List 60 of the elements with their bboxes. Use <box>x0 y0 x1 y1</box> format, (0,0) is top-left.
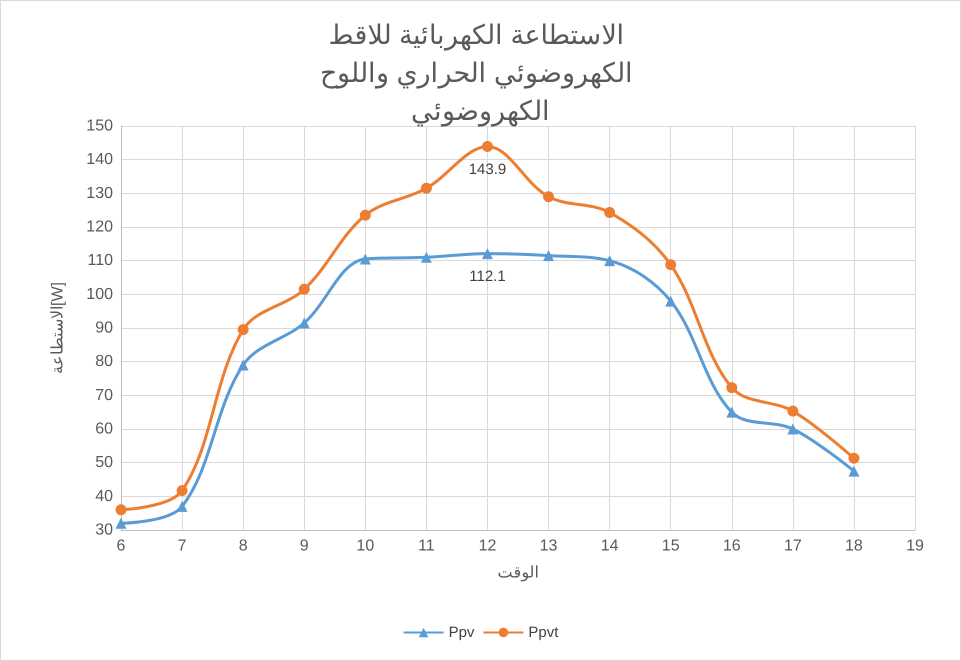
legend-label: Ppvt <box>528 624 560 641</box>
y-tick-label: 30 <box>95 522 114 538</box>
point <box>543 250 554 262</box>
x-tick-label: 6 <box>116 538 126 554</box>
point <box>176 485 188 496</box>
point <box>665 259 676 270</box>
point <box>116 518 126 529</box>
x-tick-label: 9 <box>300 538 309 554</box>
y-tick-label: 40 <box>95 488 114 505</box>
point <box>298 317 310 328</box>
y-tick-label: 110 <box>87 252 114 270</box>
x-tick-label: 15 <box>662 538 680 554</box>
point <box>543 191 554 202</box>
point <box>726 382 738 394</box>
y-tick-label: 80 <box>95 353 114 370</box>
x-tick-label: 13 <box>540 538 558 554</box>
point <box>787 406 798 417</box>
point <box>665 296 676 307</box>
point <box>726 406 738 418</box>
legend-label: Ppv <box>448 624 475 641</box>
point <box>848 466 860 477</box>
point <box>482 248 493 260</box>
x-tick-label: 8 <box>238 538 248 554</box>
point <box>298 284 310 295</box>
x-tick-label: 17 <box>784 538 802 554</box>
x-tick-label: 19 <box>906 538 924 554</box>
point <box>238 360 249 371</box>
x-tick-label: 16 <box>722 538 741 554</box>
data-label: 143.9 <box>468 161 506 178</box>
point <box>787 424 798 434</box>
y-axis-title: الاستطاعة[W] <box>50 282 66 374</box>
x-tick-label: 7 <box>178 538 187 554</box>
y-tick-label: 130 <box>86 184 114 202</box>
x-axis-title: الوقت <box>498 564 538 582</box>
y-tick-label: 150 <box>86 118 114 134</box>
y-tick-label: 50 <box>95 454 114 472</box>
x-tick-label: 11 <box>418 538 435 554</box>
point <box>848 452 860 464</box>
x-tick-label: 12 <box>478 538 496 554</box>
point <box>360 210 371 221</box>
point <box>176 500 188 512</box>
point <box>604 255 616 266</box>
point <box>360 253 371 264</box>
point <box>116 504 126 516</box>
y-tick-label: 100 <box>86 286 114 303</box>
y-tick-label: 90 <box>95 320 114 336</box>
y-tick-label: 140 <box>86 151 114 168</box>
y-tick-label: 120 <box>86 218 114 236</box>
point <box>604 207 616 218</box>
y-tick-label: 60 <box>95 420 114 438</box>
y-tick-label: 70 <box>95 386 114 404</box>
chart-title: الاستطاعة الكهربائية للاقط الكهروضوئي الحراري واللوح الكهروضوئي <box>320 20 641 127</box>
point <box>420 182 432 194</box>
x-tick-label: 14 <box>600 538 619 554</box>
data-label: 112.1 <box>469 268 506 286</box>
point <box>238 324 249 336</box>
point <box>420 252 432 263</box>
x-tick-label: 10 <box>356 538 374 554</box>
point <box>482 141 493 152</box>
x-tick-label: 18 <box>845 538 863 554</box>
